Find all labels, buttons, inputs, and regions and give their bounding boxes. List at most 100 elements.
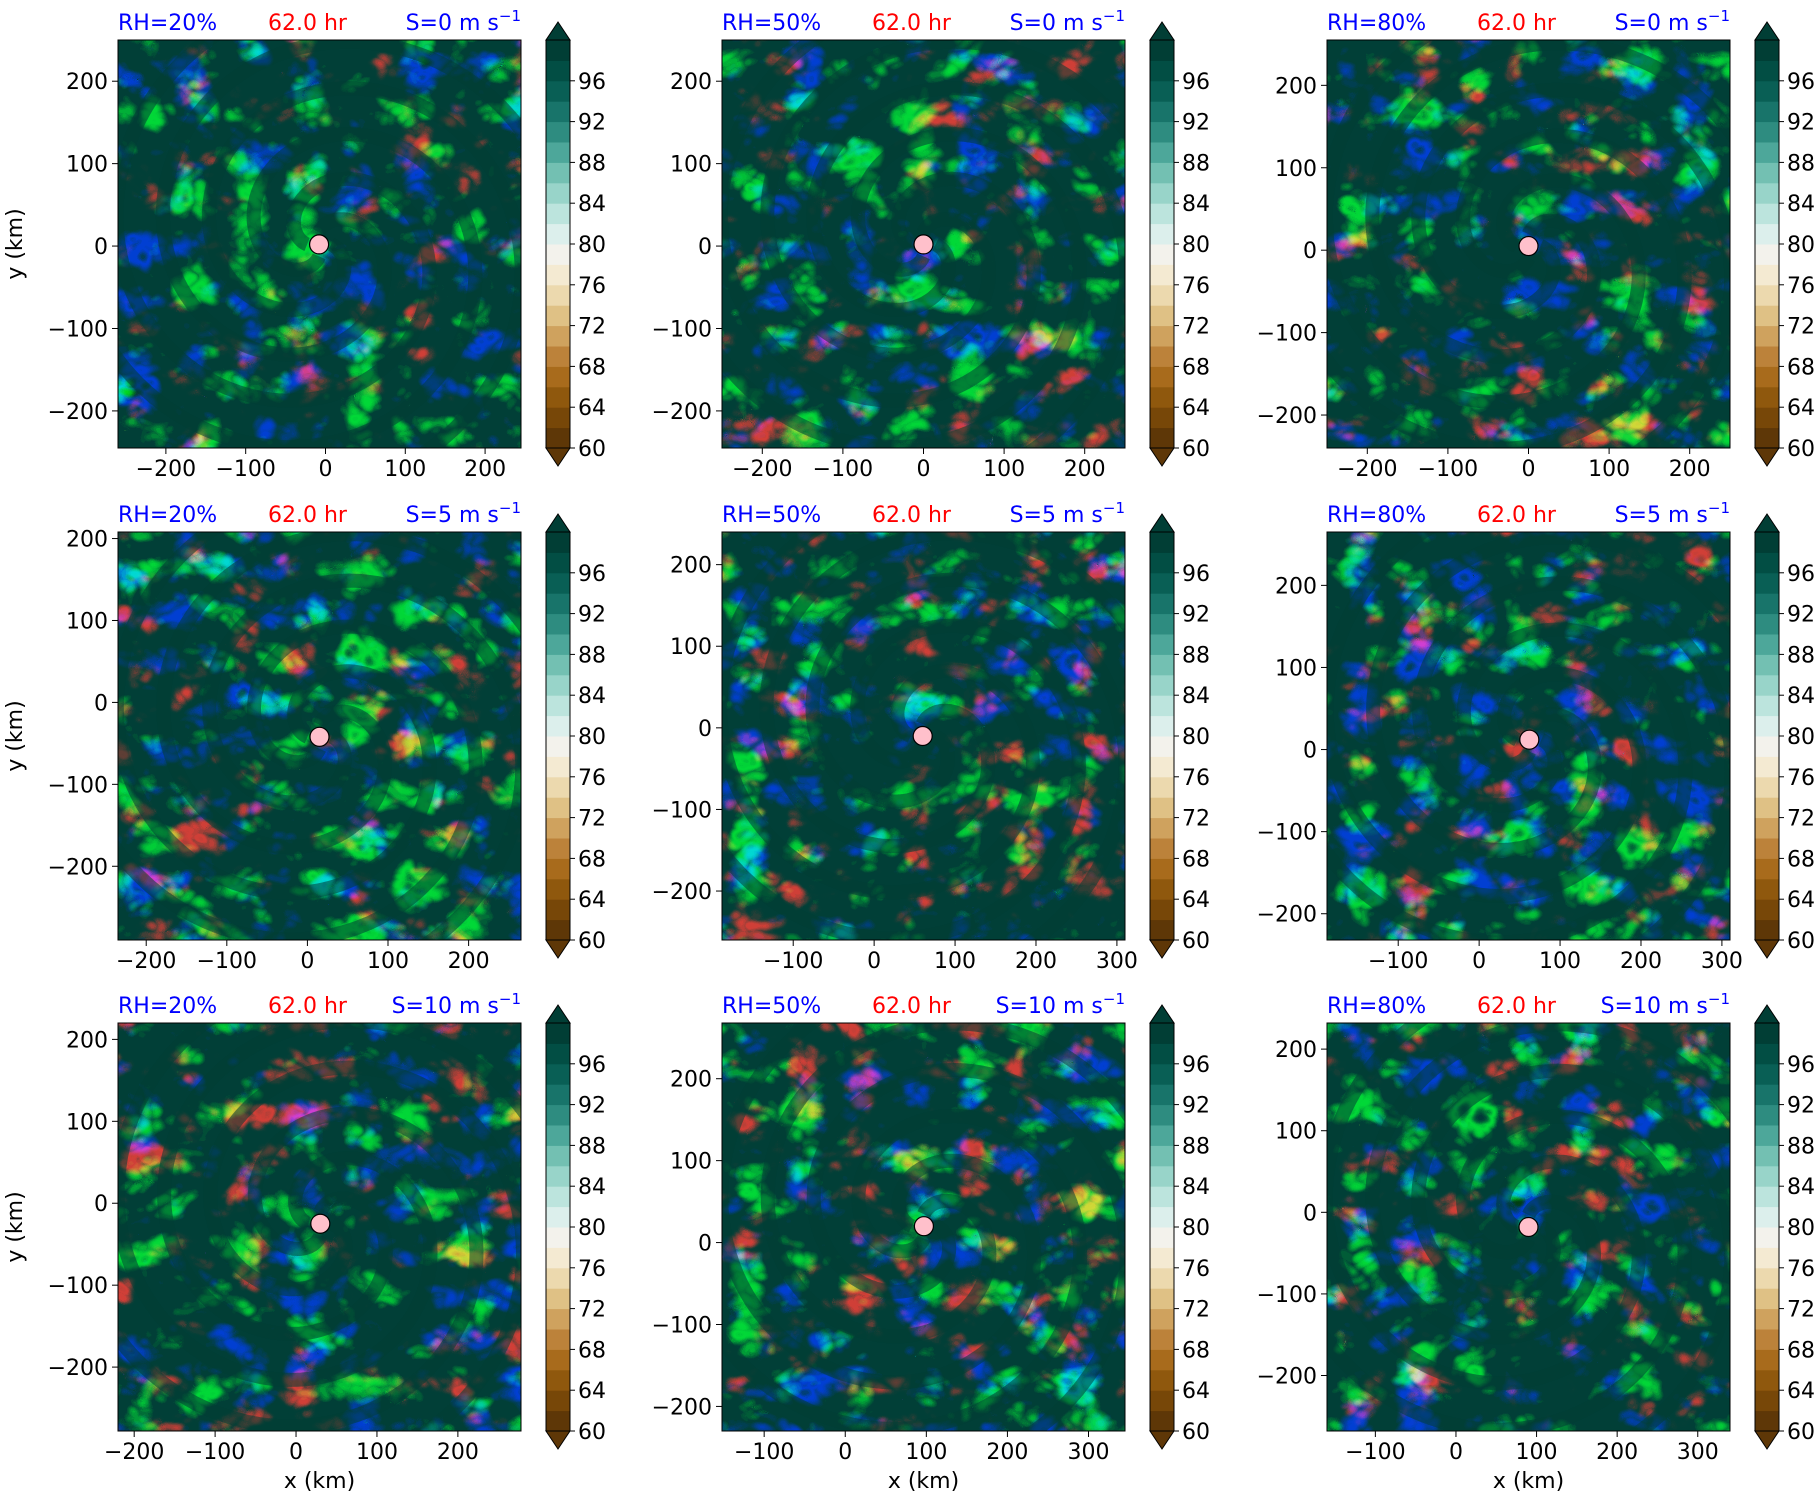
- colorbar: 60 64 68 72 76 80 84 88 92 96: [1754, 513, 1815, 959]
- panel: −200 −100 0 100 200 −200 −100 0 100 200 RH=20% 62.0…: [3, 990, 606, 1494]
- y-tick-label: −100: [1257, 1283, 1317, 1308]
- rh-label: RH=20%: [118, 994, 217, 1019]
- x-tick-label: −100: [185, 1440, 245, 1465]
- panel: −200 −100 0 100 200 −200 −100 0 100 200 RH=20% 62.0…: [3, 7, 606, 482]
- colorbar-segment: [546, 386, 570, 408]
- colorbar-segment: [1755, 1165, 1779, 1187]
- colorbar-tick-label: 80: [1182, 1216, 1210, 1241]
- colorbar: 60 64 68 72 76 80 84 88 92 96: [1149, 513, 1210, 959]
- x-tick-label: −100: [197, 949, 257, 974]
- y-tick-label: 0: [698, 235, 712, 260]
- colorbar-segment: [1755, 1247, 1779, 1269]
- x-tick-label: 0: [1522, 457, 1536, 482]
- colorbar-tick-label: 68: [578, 1338, 606, 1363]
- y-tick-label: 0: [1303, 739, 1317, 764]
- colorbar-tick-label: 88: [1182, 643, 1210, 668]
- spiral-band: [1327, 532, 1647, 903]
- colorbar-extend-min: [545, 939, 571, 959]
- colorbar-tick-label: 60: [578, 929, 606, 954]
- colorbar-segment: [1755, 634, 1779, 655]
- y-tick-label: −200: [48, 1356, 108, 1381]
- colorbar-segment: [546, 878, 570, 900]
- spiral-band: [759, 532, 1125, 854]
- colorbar-segment: [1755, 1125, 1779, 1146]
- x-axis-label: x (km): [284, 1469, 355, 1494]
- colorbar-segment: [546, 1288, 570, 1310]
- colorbar-segment: [1755, 101, 1779, 123]
- axes-frame: [117, 1022, 522, 1432]
- spiral-band: [1327, 40, 1646, 410]
- y-tick-label: 0: [1303, 1201, 1317, 1226]
- panel: −100 0 100 200 300 −200 −100 0 100 200 RH=80% 62.0 …: [1257, 499, 1815, 974]
- colorbar-segment: [1150, 1288, 1174, 1310]
- y-tick-label: 200: [670, 554, 712, 579]
- spiral-band: [722, 40, 1041, 408]
- time-label: 62.0 hr: [268, 994, 348, 1019]
- colorbar-tick-label: 64: [1182, 396, 1210, 421]
- axes-frame: [117, 39, 522, 449]
- colorbar-segment: [546, 1084, 570, 1106]
- storm-center-marker: [1518, 1216, 1539, 1238]
- axes-frame: [721, 531, 1126, 941]
- spiral-band: [118, 127, 483, 448]
- time-label: 62.0 hr: [872, 994, 952, 1019]
- spiral-band: [201, 81, 521, 448]
- colorbar-tick-label: 96: [578, 562, 606, 587]
- colorbar-segment: [546, 776, 570, 798]
- colorbar-tick-label: 88: [578, 151, 606, 176]
- panel: −100 0 100 200 300 −200 −100 0 100 200 RH=50% 62.0 …: [652, 990, 1210, 1494]
- colorbar-segment: [546, 532, 570, 553]
- colorbar-extend-max: [1149, 1004, 1175, 1024]
- x-tick-label: 200: [464, 457, 506, 482]
- colorbar: 60 64 68 72 76 80 84 88 92 96: [1149, 1004, 1210, 1450]
- rh-field: [1327, 532, 1730, 940]
- colorbar-segment: [1150, 162, 1174, 184]
- colorbar-tick-label: 80: [1787, 725, 1815, 750]
- colorbar-tick-label: 72: [578, 1298, 606, 1323]
- colorbar-tick-label: 68: [1787, 1338, 1815, 1363]
- colorbar-segment: [1150, 305, 1174, 327]
- colorbar-segment: [546, 121, 570, 143]
- colorbar-segment: [546, 899, 570, 921]
- x-tick-label: −100: [734, 1440, 794, 1465]
- colorbar-segment: [1755, 797, 1779, 819]
- colorbar-segment: [1150, 899, 1174, 921]
- colorbar-segment: [1755, 60, 1779, 82]
- colorbar-segment: [1755, 1227, 1779, 1248]
- colorbar-tick-label: 80: [1182, 233, 1210, 258]
- y-tick-label: −100: [48, 317, 108, 342]
- colorbar-segment: [1755, 1308, 1779, 1330]
- colorbar-segment: [546, 1165, 570, 1187]
- colorbar-tick-label: 80: [578, 233, 606, 258]
- spiral-band: [1327, 1109, 1692, 1431]
- panel: −100 0 100 200 300 −200 −100 0 100 200 RH=80% 62.0 …: [1257, 990, 1815, 1494]
- colorbar-segment: [1150, 1186, 1174, 1208]
- colorbar-segment: [1150, 1308, 1174, 1330]
- colorbar-tick-label: 80: [1787, 1216, 1815, 1241]
- colorbar-segment: [1755, 736, 1779, 757]
- colorbar-segment: [1150, 1349, 1174, 1371]
- panel: −200 −100 0 100 200 −200 −100 0 100 200 RH=20% 62.0…: [3, 499, 606, 974]
- colorbar-segment: [1150, 40, 1174, 61]
- rh-label: RH=20%: [118, 503, 217, 528]
- y-tick-label: −200: [652, 880, 712, 905]
- x-tick-label: −200: [136, 457, 196, 482]
- colorbar-segment: [1150, 1023, 1174, 1044]
- panel: −200 −100 0 100 200 −200 −100 0 100 200 RH=50% 62.0…: [652, 7, 1210, 482]
- x-tick-label: −100: [763, 949, 823, 974]
- colorbar-tick-label: 80: [1182, 725, 1210, 750]
- colorbar-segment: [1150, 1410, 1174, 1432]
- colorbar-segment: [1755, 776, 1779, 798]
- colorbar-extend-max: [1149, 513, 1175, 533]
- colorbar-segment: [1150, 552, 1174, 574]
- x-tick-label: 100: [356, 1440, 398, 1465]
- colorbar-segment: [1755, 593, 1779, 615]
- colorbar-segment: [546, 101, 570, 123]
- colorbar-tick-label: 60: [1787, 1420, 1815, 1445]
- y-tick-label: 0: [94, 235, 108, 260]
- colorbar-extend-max: [1754, 21, 1780, 41]
- colorbar-segment: [546, 674, 570, 696]
- colorbar-extend-max: [545, 1004, 571, 1024]
- colorbar-segment: [1150, 1247, 1174, 1269]
